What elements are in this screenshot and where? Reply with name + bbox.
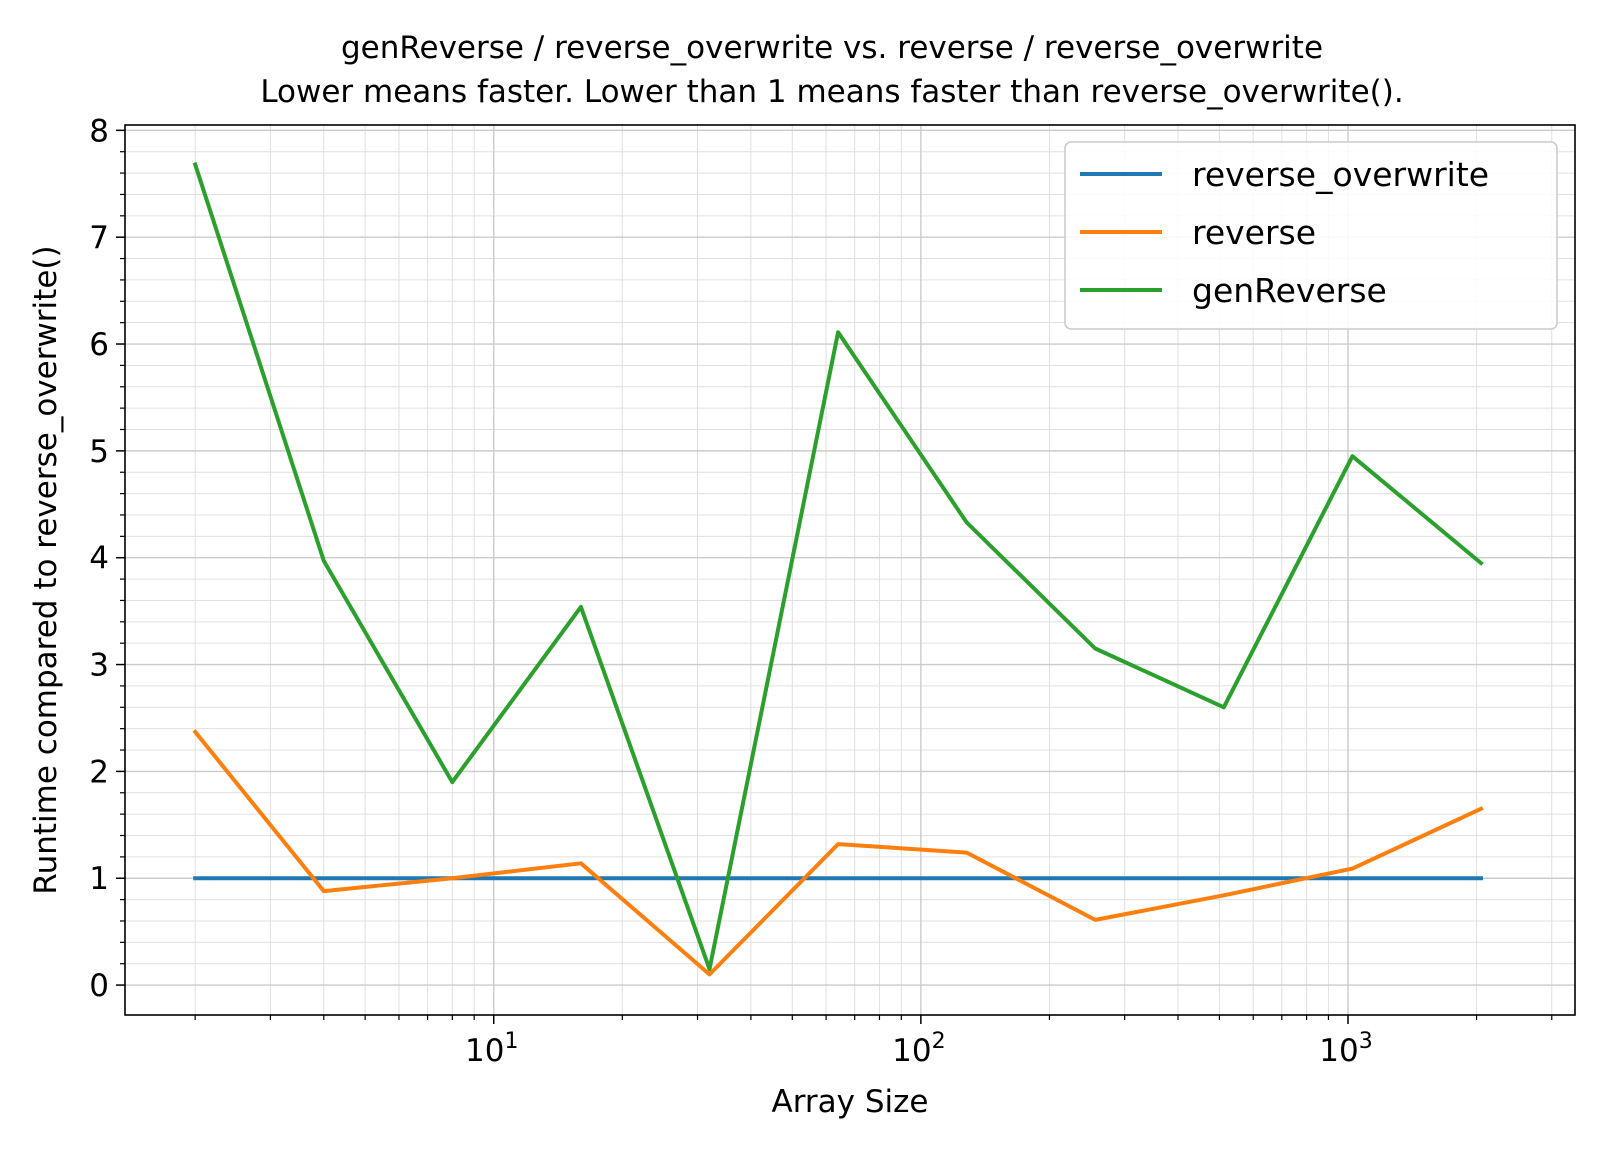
chart-title: genReverse / reverse_overwrite vs. rever… <box>341 30 1323 66</box>
y-tick-label: 7 <box>89 220 109 256</box>
x-tick-label: 101 <box>465 1029 518 1069</box>
chart-subtitle: Lower means faster. Lower than 1 means f… <box>260 74 1403 110</box>
y-tick-label: 4 <box>89 541 109 577</box>
series-line-genreverse <box>192 161 1484 972</box>
y-tick-label: 5 <box>89 434 109 470</box>
y-tick-label: 1 <box>89 861 109 897</box>
y-tick-label: 2 <box>89 754 109 790</box>
legend-label-reverse: reverse <box>1192 213 1316 252</box>
y-tick-label: 6 <box>89 327 109 363</box>
y-tick-label: 0 <box>89 968 109 1004</box>
x-tick-label: 102 <box>892 1029 945 1069</box>
legend-box <box>1064 141 1558 330</box>
y-tick-label: 8 <box>89 113 109 149</box>
x-tick-label: 103 <box>1319 1029 1372 1069</box>
x-axis-label: Array Size <box>772 1084 929 1120</box>
legend-label-reverse-overwrite: reverse_overwrite <box>1192 155 1489 194</box>
tick-labels: 101 102 103 0 1 2 3 4 5 6 7 8 <box>89 113 1372 1069</box>
plot-frame <box>124 124 1576 1016</box>
tick-marks <box>116 129 1553 1024</box>
y-axis-label: Runtime compared to reverse_overwrite() <box>28 245 64 894</box>
series-line-reverse <box>192 729 1484 977</box>
series-layer <box>192 161 1484 977</box>
y-tick-label: 3 <box>89 648 109 684</box>
legend-label-genreverse: genReverse <box>1192 271 1387 310</box>
minor-grid <box>125 125 1575 1015</box>
